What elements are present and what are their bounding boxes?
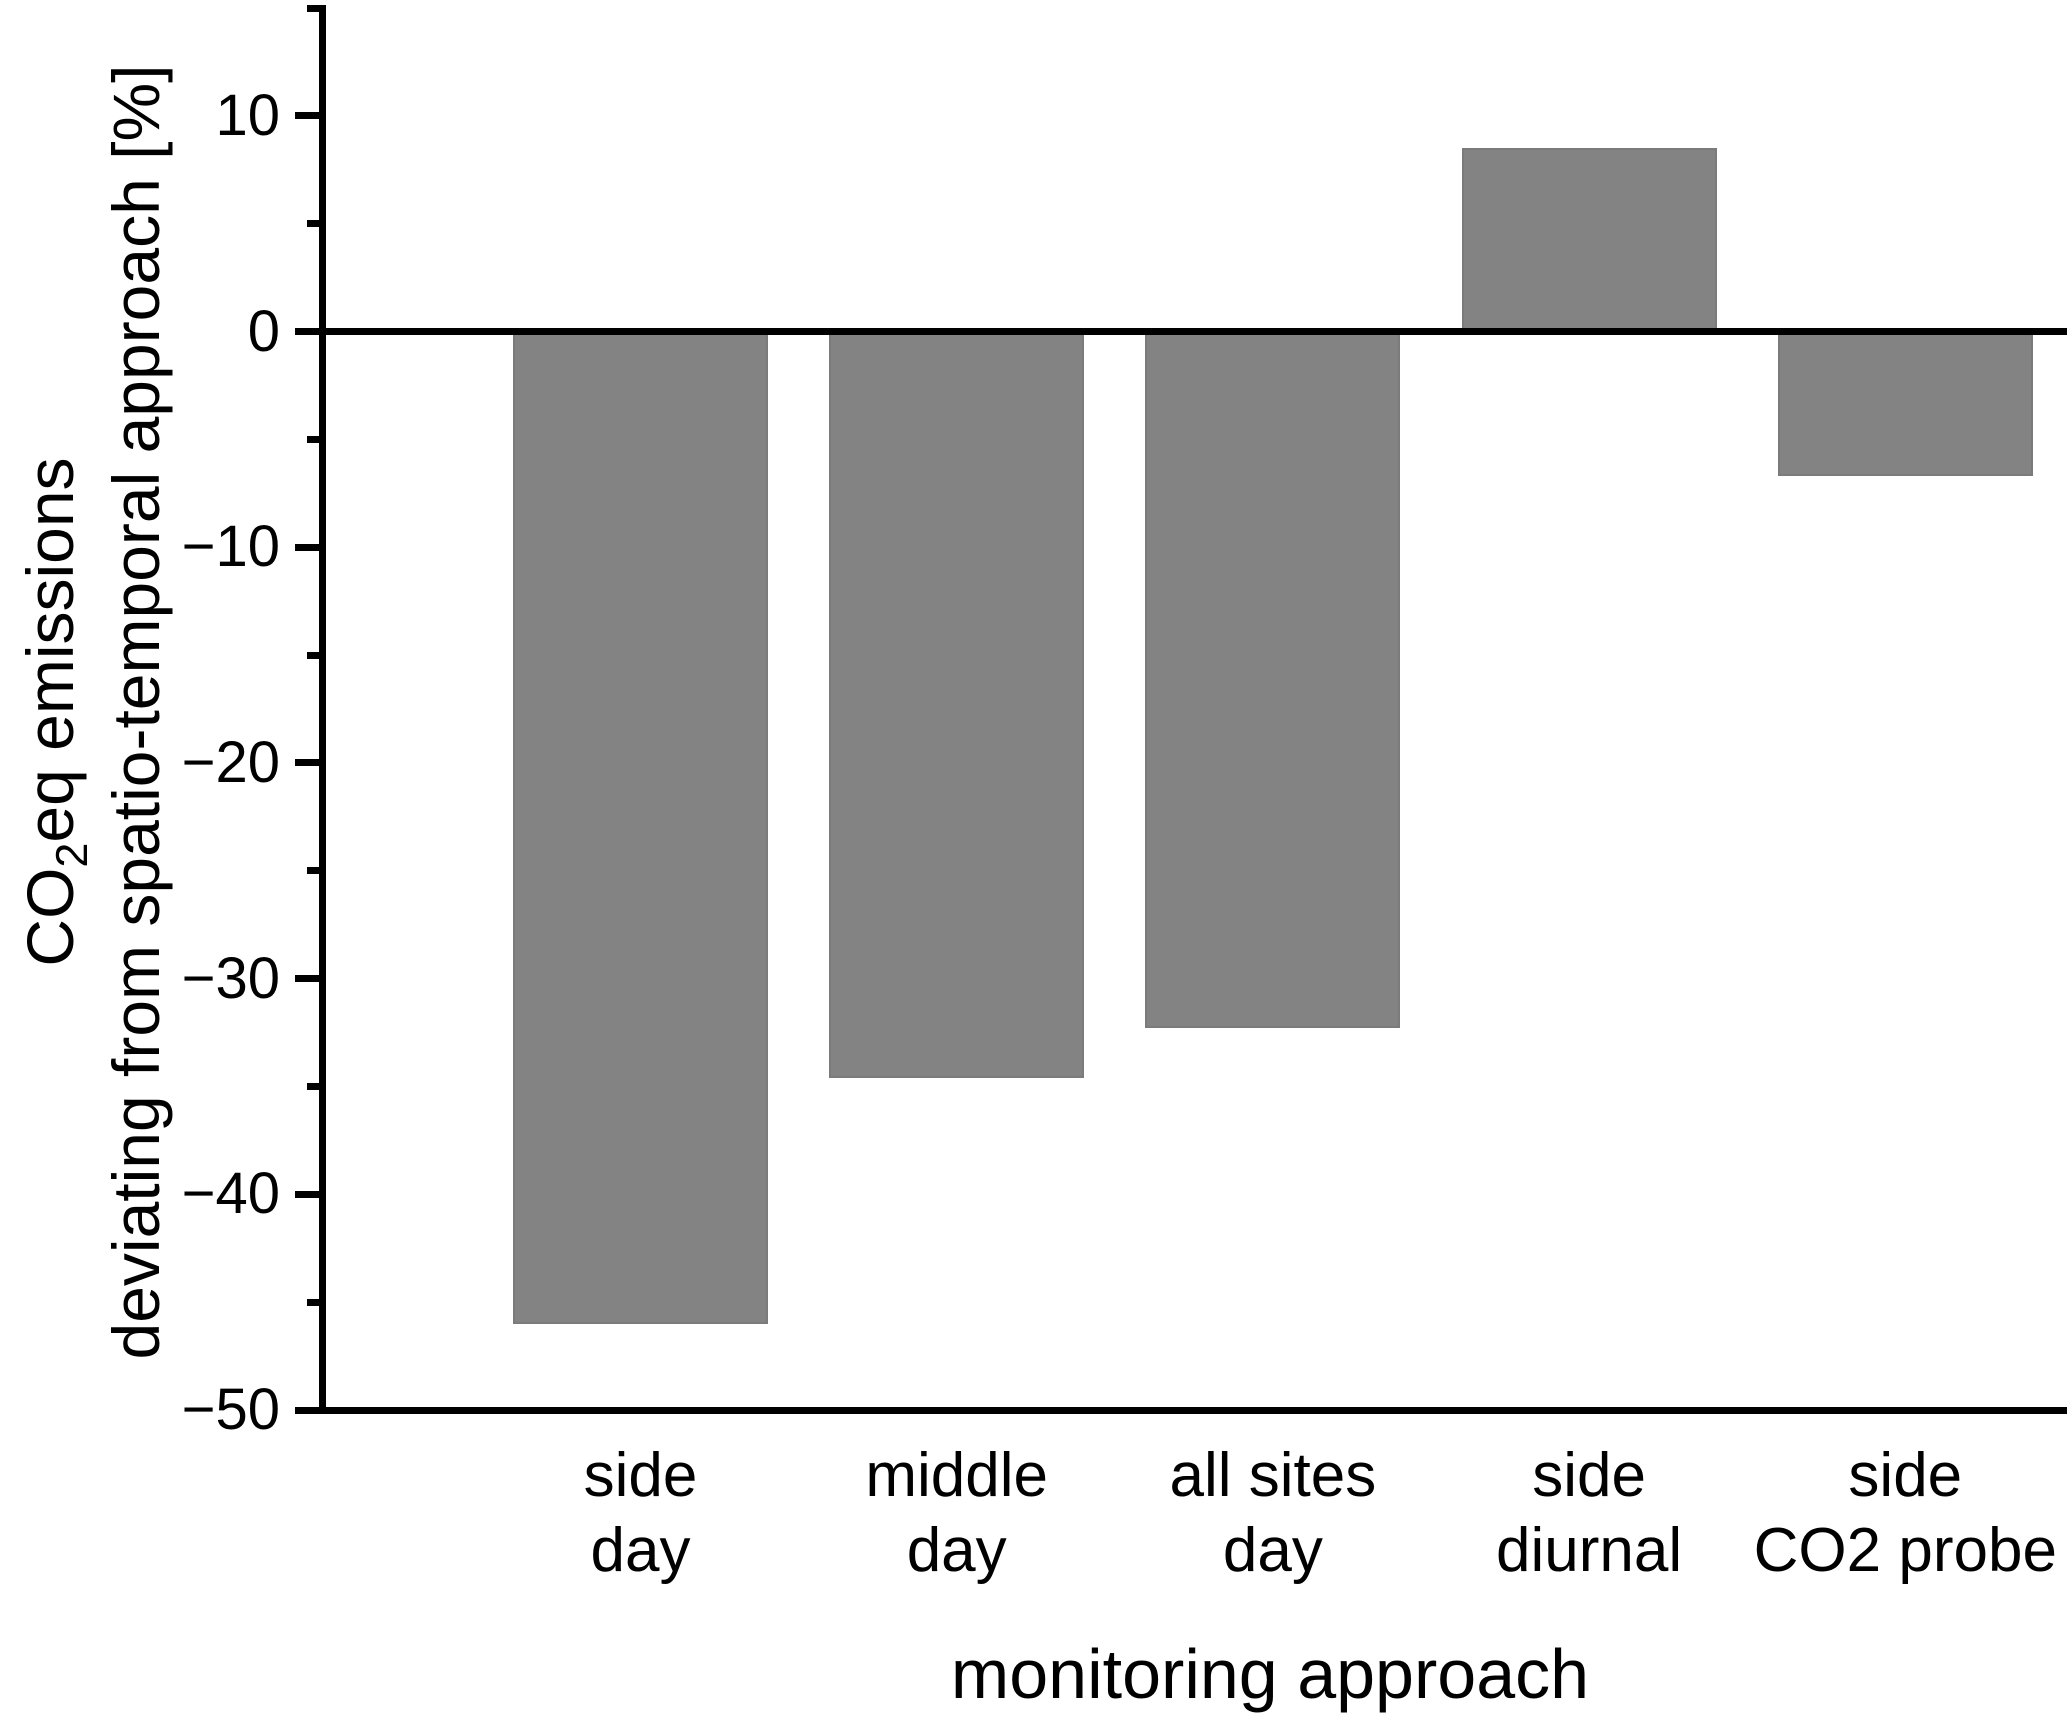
category-label-line2: CO2 probe bbox=[1753, 1516, 2057, 1585]
y-tick-label--10: −10 bbox=[181, 514, 280, 580]
major-tick--20 bbox=[294, 759, 319, 767]
y-axis-line bbox=[318, 4, 326, 1414]
minor-tick--45 bbox=[306, 1298, 319, 1306]
y-tick-label--40: −40 bbox=[181, 1161, 280, 1227]
minor-tick--5 bbox=[306, 435, 319, 443]
x-axis-title: monitoring approach bbox=[950, 1635, 1590, 1713]
bar-all-sites-day bbox=[1145, 331, 1401, 1029]
category-label-all-sites-day: all sites day bbox=[1170, 1438, 1377, 1588]
category-label-line1: side bbox=[1848, 1441, 1963, 1510]
category-label-line2: day bbox=[906, 1516, 1007, 1585]
x-axis-line bbox=[318, 1406, 2067, 1414]
y-tick-label-10: 10 bbox=[215, 82, 280, 148]
category-label-line2: diurnal bbox=[1496, 1516, 1683, 1585]
major-tick--50 bbox=[294, 1406, 319, 1414]
category-label-side-day: side day bbox=[584, 1438, 698, 1588]
major-tick-10 bbox=[294, 112, 319, 120]
category-label-line1: side bbox=[583, 1441, 698, 1510]
bar-middle-day bbox=[829, 331, 1085, 1078]
category-label-middle-day: middle day bbox=[865, 1438, 1048, 1588]
major-tick--10 bbox=[294, 543, 319, 551]
zero-line bbox=[318, 328, 2067, 336]
bar-side-day bbox=[513, 331, 768, 1324]
minor-tick--35 bbox=[306, 1082, 319, 1090]
y-tick-label-0: 0 bbox=[247, 298, 280, 364]
category-label-side-diurnal: side diurnal bbox=[1496, 1438, 1682, 1588]
category-label-line1: side bbox=[1532, 1441, 1646, 1510]
major-tick--40 bbox=[294, 1190, 319, 1198]
major-tick-0 bbox=[294, 328, 319, 336]
category-label-line1: all sites bbox=[1169, 1441, 1377, 1510]
category-label-line2: day bbox=[590, 1516, 691, 1585]
minor-tick--25 bbox=[306, 867, 319, 875]
minor-tick-15 bbox=[306, 4, 319, 12]
category-label-side-co2-probe: side CO2 probe bbox=[1754, 1438, 2057, 1588]
y-tick-label--50: −50 bbox=[181, 1377, 280, 1442]
y-tick-label--20: −20 bbox=[181, 729, 280, 795]
y-tick-label--30: −30 bbox=[181, 945, 280, 1011]
bar-side-diurnal bbox=[1461, 148, 1717, 332]
major-tick--30 bbox=[294, 975, 319, 983]
minor-tick--15 bbox=[306, 651, 319, 659]
minor-tick-5 bbox=[306, 220, 319, 228]
bar-side-co2-probe bbox=[1777, 331, 2033, 477]
category-label-line1: middle bbox=[865, 1441, 1049, 1510]
category-label-line2: day bbox=[1222, 1516, 1323, 1585]
